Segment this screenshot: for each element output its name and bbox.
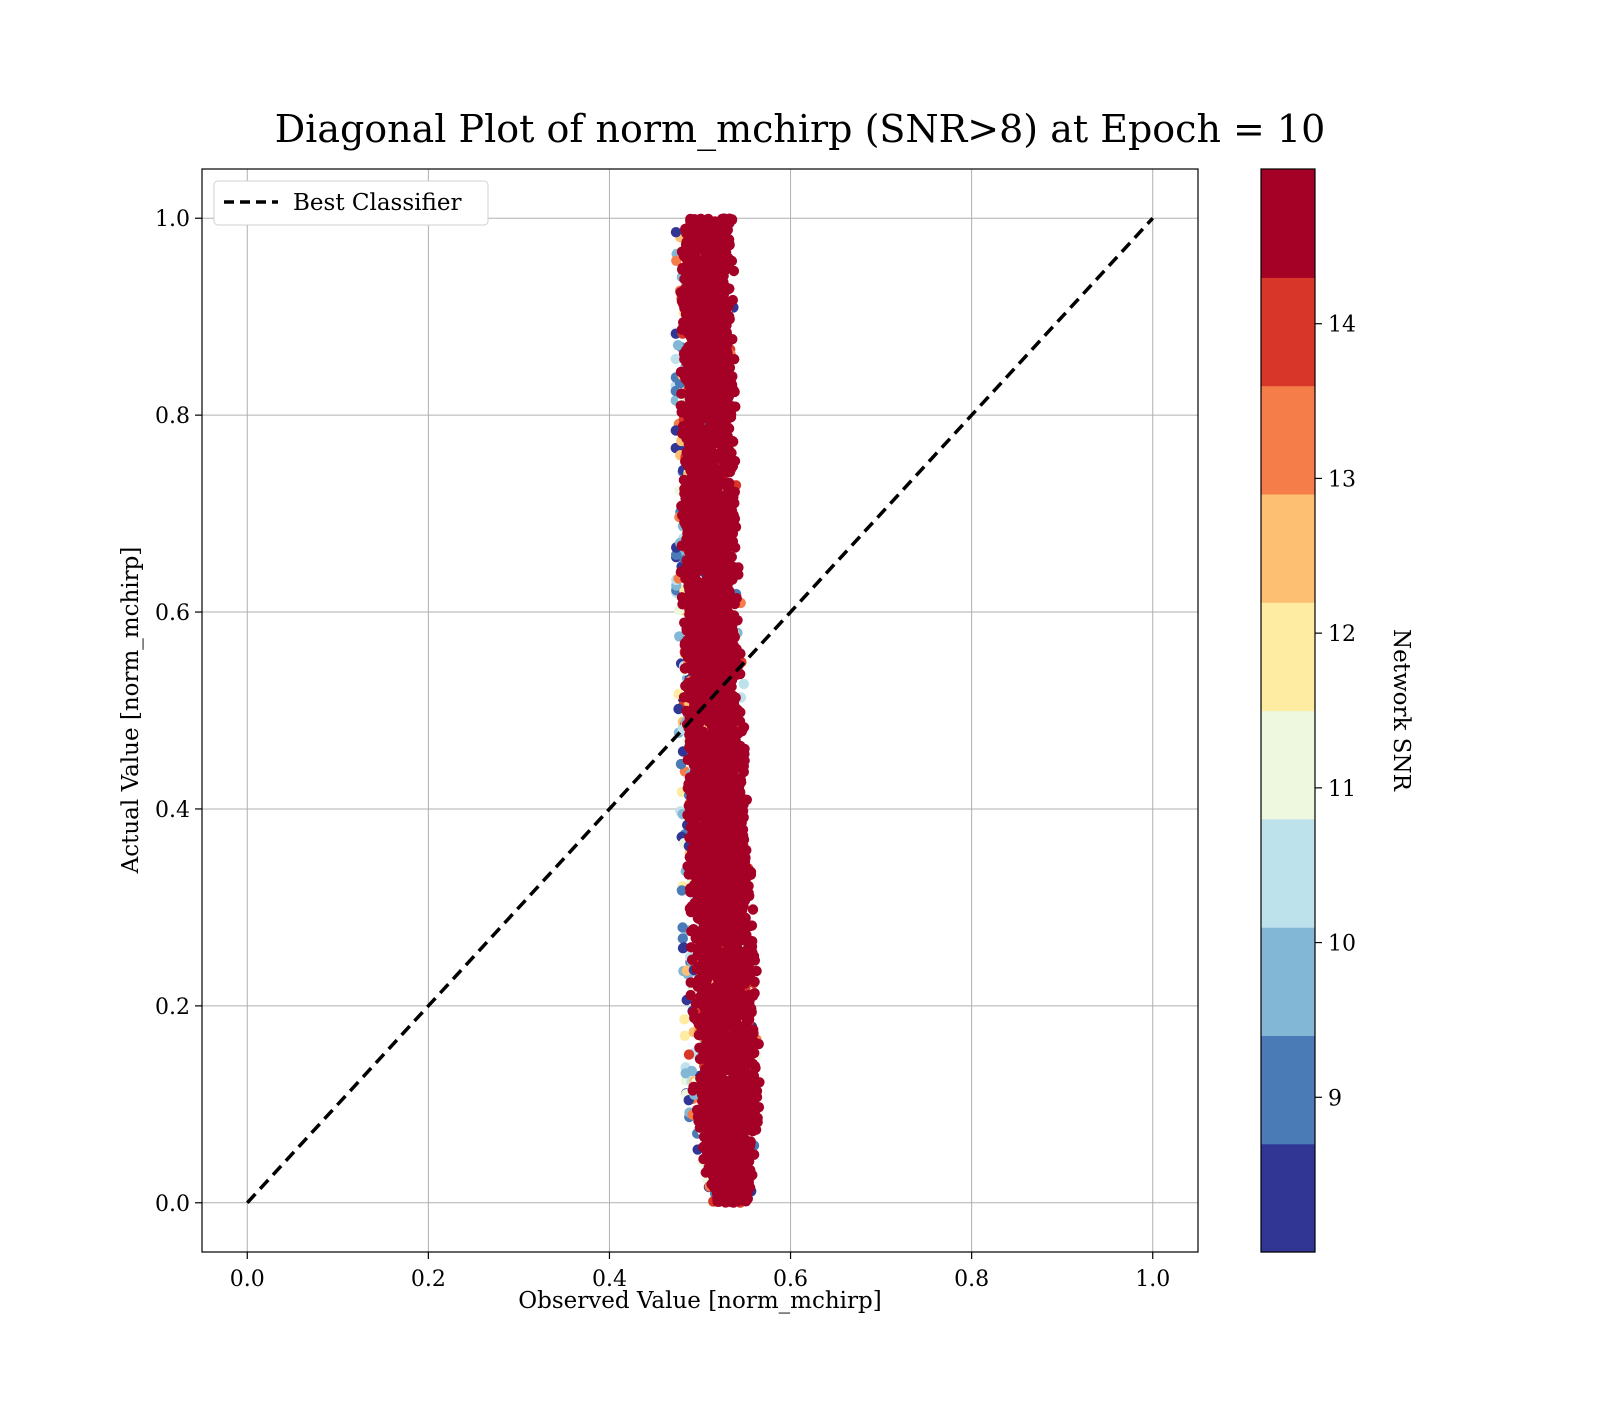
scatter-point xyxy=(722,1150,732,1160)
scatter-point xyxy=(686,990,696,1000)
scatter-point xyxy=(752,1116,762,1126)
scatter-point xyxy=(724,284,734,294)
scatter-point xyxy=(712,1106,722,1116)
scatter-points xyxy=(671,213,765,1207)
scatter-point xyxy=(721,413,731,423)
scatter-point xyxy=(689,381,699,391)
scatter-point xyxy=(729,562,739,572)
scatter-point xyxy=(715,615,725,625)
scatter-point xyxy=(684,1049,694,1059)
scatter-point xyxy=(730,542,740,552)
scatter-point xyxy=(677,510,687,520)
scatter-point xyxy=(678,933,688,943)
scatter-point xyxy=(747,936,757,946)
scatter-point xyxy=(748,904,758,914)
scatter-point xyxy=(692,482,702,492)
scatter-point xyxy=(724,445,734,455)
scatter-point xyxy=(738,800,748,810)
scatter-point xyxy=(706,1044,716,1054)
scatter-point xyxy=(714,909,724,919)
scatter-point xyxy=(739,679,749,689)
scatter-point xyxy=(718,1063,728,1073)
scatter-point xyxy=(739,812,749,822)
scatter-point xyxy=(686,550,696,560)
scatter-point xyxy=(734,1126,744,1136)
scatter-point xyxy=(747,920,757,930)
scatter-point xyxy=(722,386,732,396)
scatter-point xyxy=(706,627,716,637)
scatter-point xyxy=(705,234,715,244)
scatter-point xyxy=(679,1014,689,1024)
scatter-point xyxy=(693,512,703,522)
scatter-point xyxy=(727,436,737,446)
scatter-point xyxy=(701,1077,711,1087)
scatter-point xyxy=(731,845,741,855)
scatter-point xyxy=(718,1159,728,1169)
scatter-point xyxy=(717,490,727,500)
scatter-point xyxy=(725,717,735,727)
scatter-point xyxy=(700,243,710,253)
scatter-point xyxy=(694,592,704,602)
scatter-point xyxy=(695,1054,705,1064)
scatter-point xyxy=(680,564,690,574)
scatter-point xyxy=(715,475,725,485)
scatter-point xyxy=(719,626,729,636)
scatter-point xyxy=(680,1031,690,1041)
scatter-point xyxy=(698,909,708,919)
scatter-point xyxy=(749,977,759,987)
scatter-point xyxy=(700,1031,710,1041)
scatter-point xyxy=(712,1019,722,1029)
scatter-point xyxy=(751,966,761,976)
scatter-point xyxy=(741,845,751,855)
scatter-point xyxy=(725,461,735,471)
scatter-point xyxy=(688,907,698,917)
scatter-point xyxy=(721,352,731,362)
scatter-point xyxy=(743,960,753,970)
scatter-point xyxy=(689,539,699,549)
scatter-point xyxy=(688,606,698,616)
scatter-point xyxy=(691,461,701,471)
scatter-point xyxy=(748,1070,758,1080)
scatter-point xyxy=(686,822,696,832)
chart-title: Diagonal Plot of norm_mchirp (SNR>8) at … xyxy=(275,107,1326,152)
scatter-point xyxy=(705,370,715,380)
scatter-point xyxy=(686,371,696,381)
scatter-point xyxy=(692,964,702,974)
scatter-point xyxy=(711,828,721,838)
scatter-point xyxy=(677,324,687,334)
scatter-point xyxy=(699,812,709,822)
scatter-point xyxy=(701,1167,711,1177)
scatter-point xyxy=(691,302,701,312)
scatter-point xyxy=(750,1037,760,1047)
scatter-point xyxy=(740,946,750,956)
scatter-point xyxy=(729,928,739,938)
scatter-point xyxy=(727,215,737,225)
scatter-point xyxy=(721,1020,731,1030)
scatter-point xyxy=(728,1137,738,1147)
scatter-point xyxy=(736,864,746,874)
scatter-point xyxy=(671,227,681,237)
scatter-point xyxy=(707,745,717,755)
scatter-point xyxy=(681,1068,691,1078)
scatter-point xyxy=(713,1181,723,1191)
scatter-point xyxy=(694,942,704,952)
scatter-point xyxy=(687,684,697,694)
scatter-point xyxy=(748,1126,758,1136)
scatter-point xyxy=(722,834,732,844)
